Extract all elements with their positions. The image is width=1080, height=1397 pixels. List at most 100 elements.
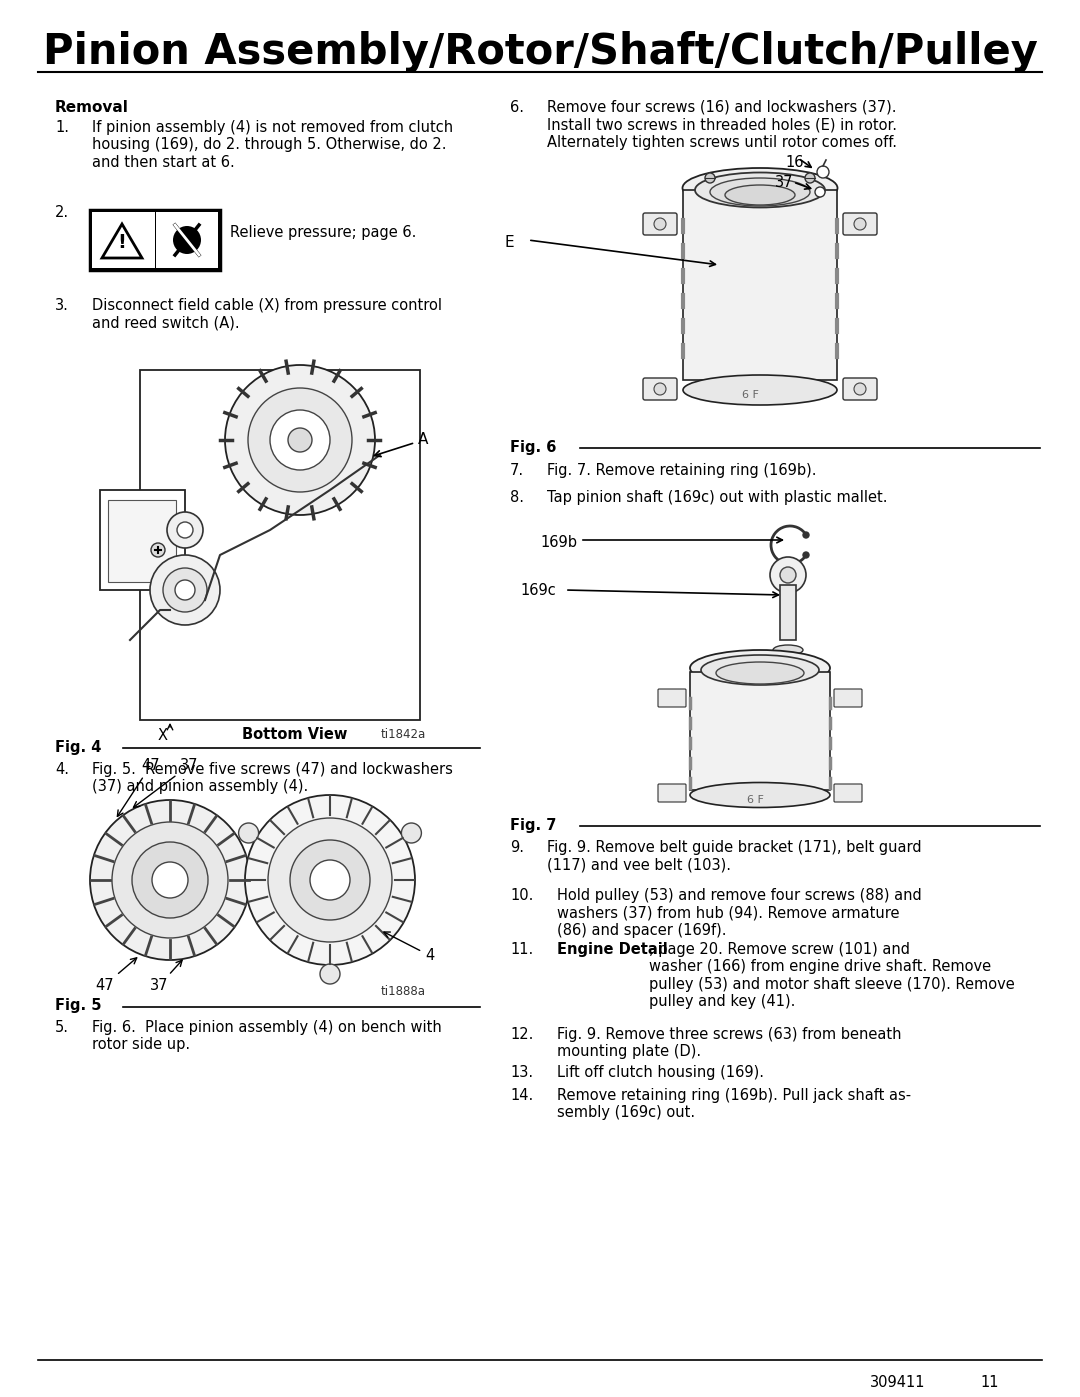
Text: Engine Detail: Engine Detail — [557, 942, 667, 957]
Circle shape — [112, 821, 228, 937]
FancyBboxPatch shape — [108, 500, 176, 583]
Text: Fig. 6: Fig. 6 — [510, 440, 556, 455]
Text: 169b: 169b — [540, 535, 577, 550]
Text: Tap pinion shaft (169c) out with plastic mallet.: Tap pinion shaft (169c) out with plastic… — [546, 490, 888, 504]
FancyBboxPatch shape — [140, 370, 420, 719]
Text: 37: 37 — [134, 759, 199, 807]
Text: A: A — [375, 433, 429, 457]
Text: 1.: 1. — [55, 120, 69, 136]
Text: 169c: 169c — [519, 583, 556, 598]
Circle shape — [173, 226, 201, 254]
Text: Fig. 5: Fig. 5 — [55, 997, 102, 1013]
Circle shape — [270, 409, 330, 469]
FancyBboxPatch shape — [92, 212, 156, 268]
FancyBboxPatch shape — [834, 689, 862, 707]
Circle shape — [239, 823, 258, 842]
Circle shape — [268, 819, 392, 942]
Circle shape — [805, 173, 815, 183]
Text: 4: 4 — [383, 932, 434, 963]
Text: Fig. 4: Fig. 4 — [55, 740, 102, 754]
Text: E: E — [505, 235, 515, 250]
FancyBboxPatch shape — [658, 689, 686, 707]
Text: 11: 11 — [980, 1375, 999, 1390]
Circle shape — [150, 555, 220, 624]
Text: 11.: 11. — [510, 942, 534, 957]
Circle shape — [402, 823, 421, 842]
Text: Remove retaining ring (169b). Pull jack shaft as-
sembly (169c) out.: Remove retaining ring (169b). Pull jack … — [557, 1088, 912, 1120]
Circle shape — [320, 964, 340, 983]
FancyBboxPatch shape — [683, 190, 837, 380]
Circle shape — [815, 187, 825, 197]
Circle shape — [167, 511, 203, 548]
Text: ti1888a: ti1888a — [381, 985, 426, 997]
Text: 6 F: 6 F — [742, 390, 758, 400]
Text: 7.: 7. — [510, 462, 524, 478]
FancyBboxPatch shape — [843, 379, 877, 400]
Text: Remove four screws (16) and lockwashers (37).
Install two screws in threaded hol: Remove four screws (16) and lockwashers … — [546, 101, 897, 149]
Circle shape — [163, 569, 207, 612]
Text: 4.: 4. — [55, 761, 69, 777]
Text: 309411: 309411 — [870, 1375, 926, 1390]
Circle shape — [152, 862, 188, 898]
Circle shape — [177, 522, 193, 538]
Text: !: ! — [118, 232, 126, 251]
Text: Relieve pressure; page 6.: Relieve pressure; page 6. — [230, 225, 417, 240]
Ellipse shape — [683, 374, 837, 405]
Ellipse shape — [683, 168, 837, 208]
FancyBboxPatch shape — [780, 585, 796, 640]
Text: 9.: 9. — [510, 840, 524, 855]
Circle shape — [132, 842, 208, 918]
FancyBboxPatch shape — [90, 210, 220, 270]
Text: Fig. 7: Fig. 7 — [510, 819, 556, 833]
Circle shape — [654, 218, 666, 231]
Text: Removal: Removal — [55, 101, 129, 115]
Text: 14.: 14. — [510, 1088, 534, 1104]
FancyBboxPatch shape — [100, 490, 185, 590]
Text: Fig. 7. Remove retaining ring (169b).: Fig. 7. Remove retaining ring (169b). — [546, 462, 816, 478]
Circle shape — [175, 580, 195, 599]
Text: Bottom View: Bottom View — [242, 726, 348, 742]
Text: , page 20. Remove screw (101) and
washer (166) from engine drive shaft. Remove
p: , page 20. Remove screw (101) and washer… — [649, 942, 1015, 1009]
Text: 16: 16 — [785, 155, 804, 170]
Text: Pinion Assembly/Rotor/Shaft/Clutch/Pulley: Pinion Assembly/Rotor/Shaft/Clutch/Pulle… — [42, 31, 1038, 73]
Ellipse shape — [773, 645, 804, 655]
FancyBboxPatch shape — [643, 212, 677, 235]
Circle shape — [705, 173, 715, 183]
Text: Hold pulley (53) and remove four screws (88) and
washers (37) from hub (94). Rem: Hold pulley (53) and remove four screws … — [557, 888, 921, 937]
Text: Fig. 5.  Remove five screws (47) and lockwashers
(37) and pinion assembly (4).: Fig. 5. Remove five screws (47) and lock… — [92, 761, 453, 795]
Text: 47: 47 — [95, 958, 137, 993]
Circle shape — [288, 427, 312, 453]
Circle shape — [804, 532, 809, 538]
Circle shape — [291, 840, 370, 921]
Text: If pinion assembly (4) is not removed from clutch
housing (169), do 2. through 5: If pinion assembly (4) is not removed fr… — [92, 120, 454, 170]
Text: 6.: 6. — [510, 101, 524, 115]
Text: 13.: 13. — [510, 1065, 534, 1080]
Text: Fig. 9. Remove three screws (63) from beneath
mounting plate (D).: Fig. 9. Remove three screws (63) from be… — [557, 1027, 902, 1059]
Text: 47: 47 — [118, 759, 160, 816]
Text: 37: 37 — [150, 960, 183, 993]
Circle shape — [310, 861, 350, 900]
Circle shape — [780, 567, 796, 583]
Circle shape — [816, 166, 829, 177]
FancyBboxPatch shape — [658, 784, 686, 802]
Circle shape — [654, 383, 666, 395]
Circle shape — [804, 552, 809, 557]
Circle shape — [854, 383, 866, 395]
Ellipse shape — [716, 662, 804, 685]
FancyBboxPatch shape — [843, 212, 877, 235]
FancyBboxPatch shape — [834, 784, 862, 802]
Ellipse shape — [690, 650, 831, 686]
Ellipse shape — [710, 177, 810, 205]
Circle shape — [90, 800, 249, 960]
Circle shape — [770, 557, 806, 592]
Text: 12.: 12. — [510, 1027, 534, 1042]
Text: 10.: 10. — [510, 888, 534, 902]
Polygon shape — [102, 224, 141, 258]
Ellipse shape — [701, 655, 819, 685]
FancyBboxPatch shape — [690, 672, 831, 789]
Text: 6 F: 6 F — [746, 795, 764, 805]
FancyBboxPatch shape — [643, 379, 677, 400]
Text: 5.: 5. — [55, 1020, 69, 1035]
Circle shape — [854, 218, 866, 231]
Circle shape — [151, 543, 165, 557]
